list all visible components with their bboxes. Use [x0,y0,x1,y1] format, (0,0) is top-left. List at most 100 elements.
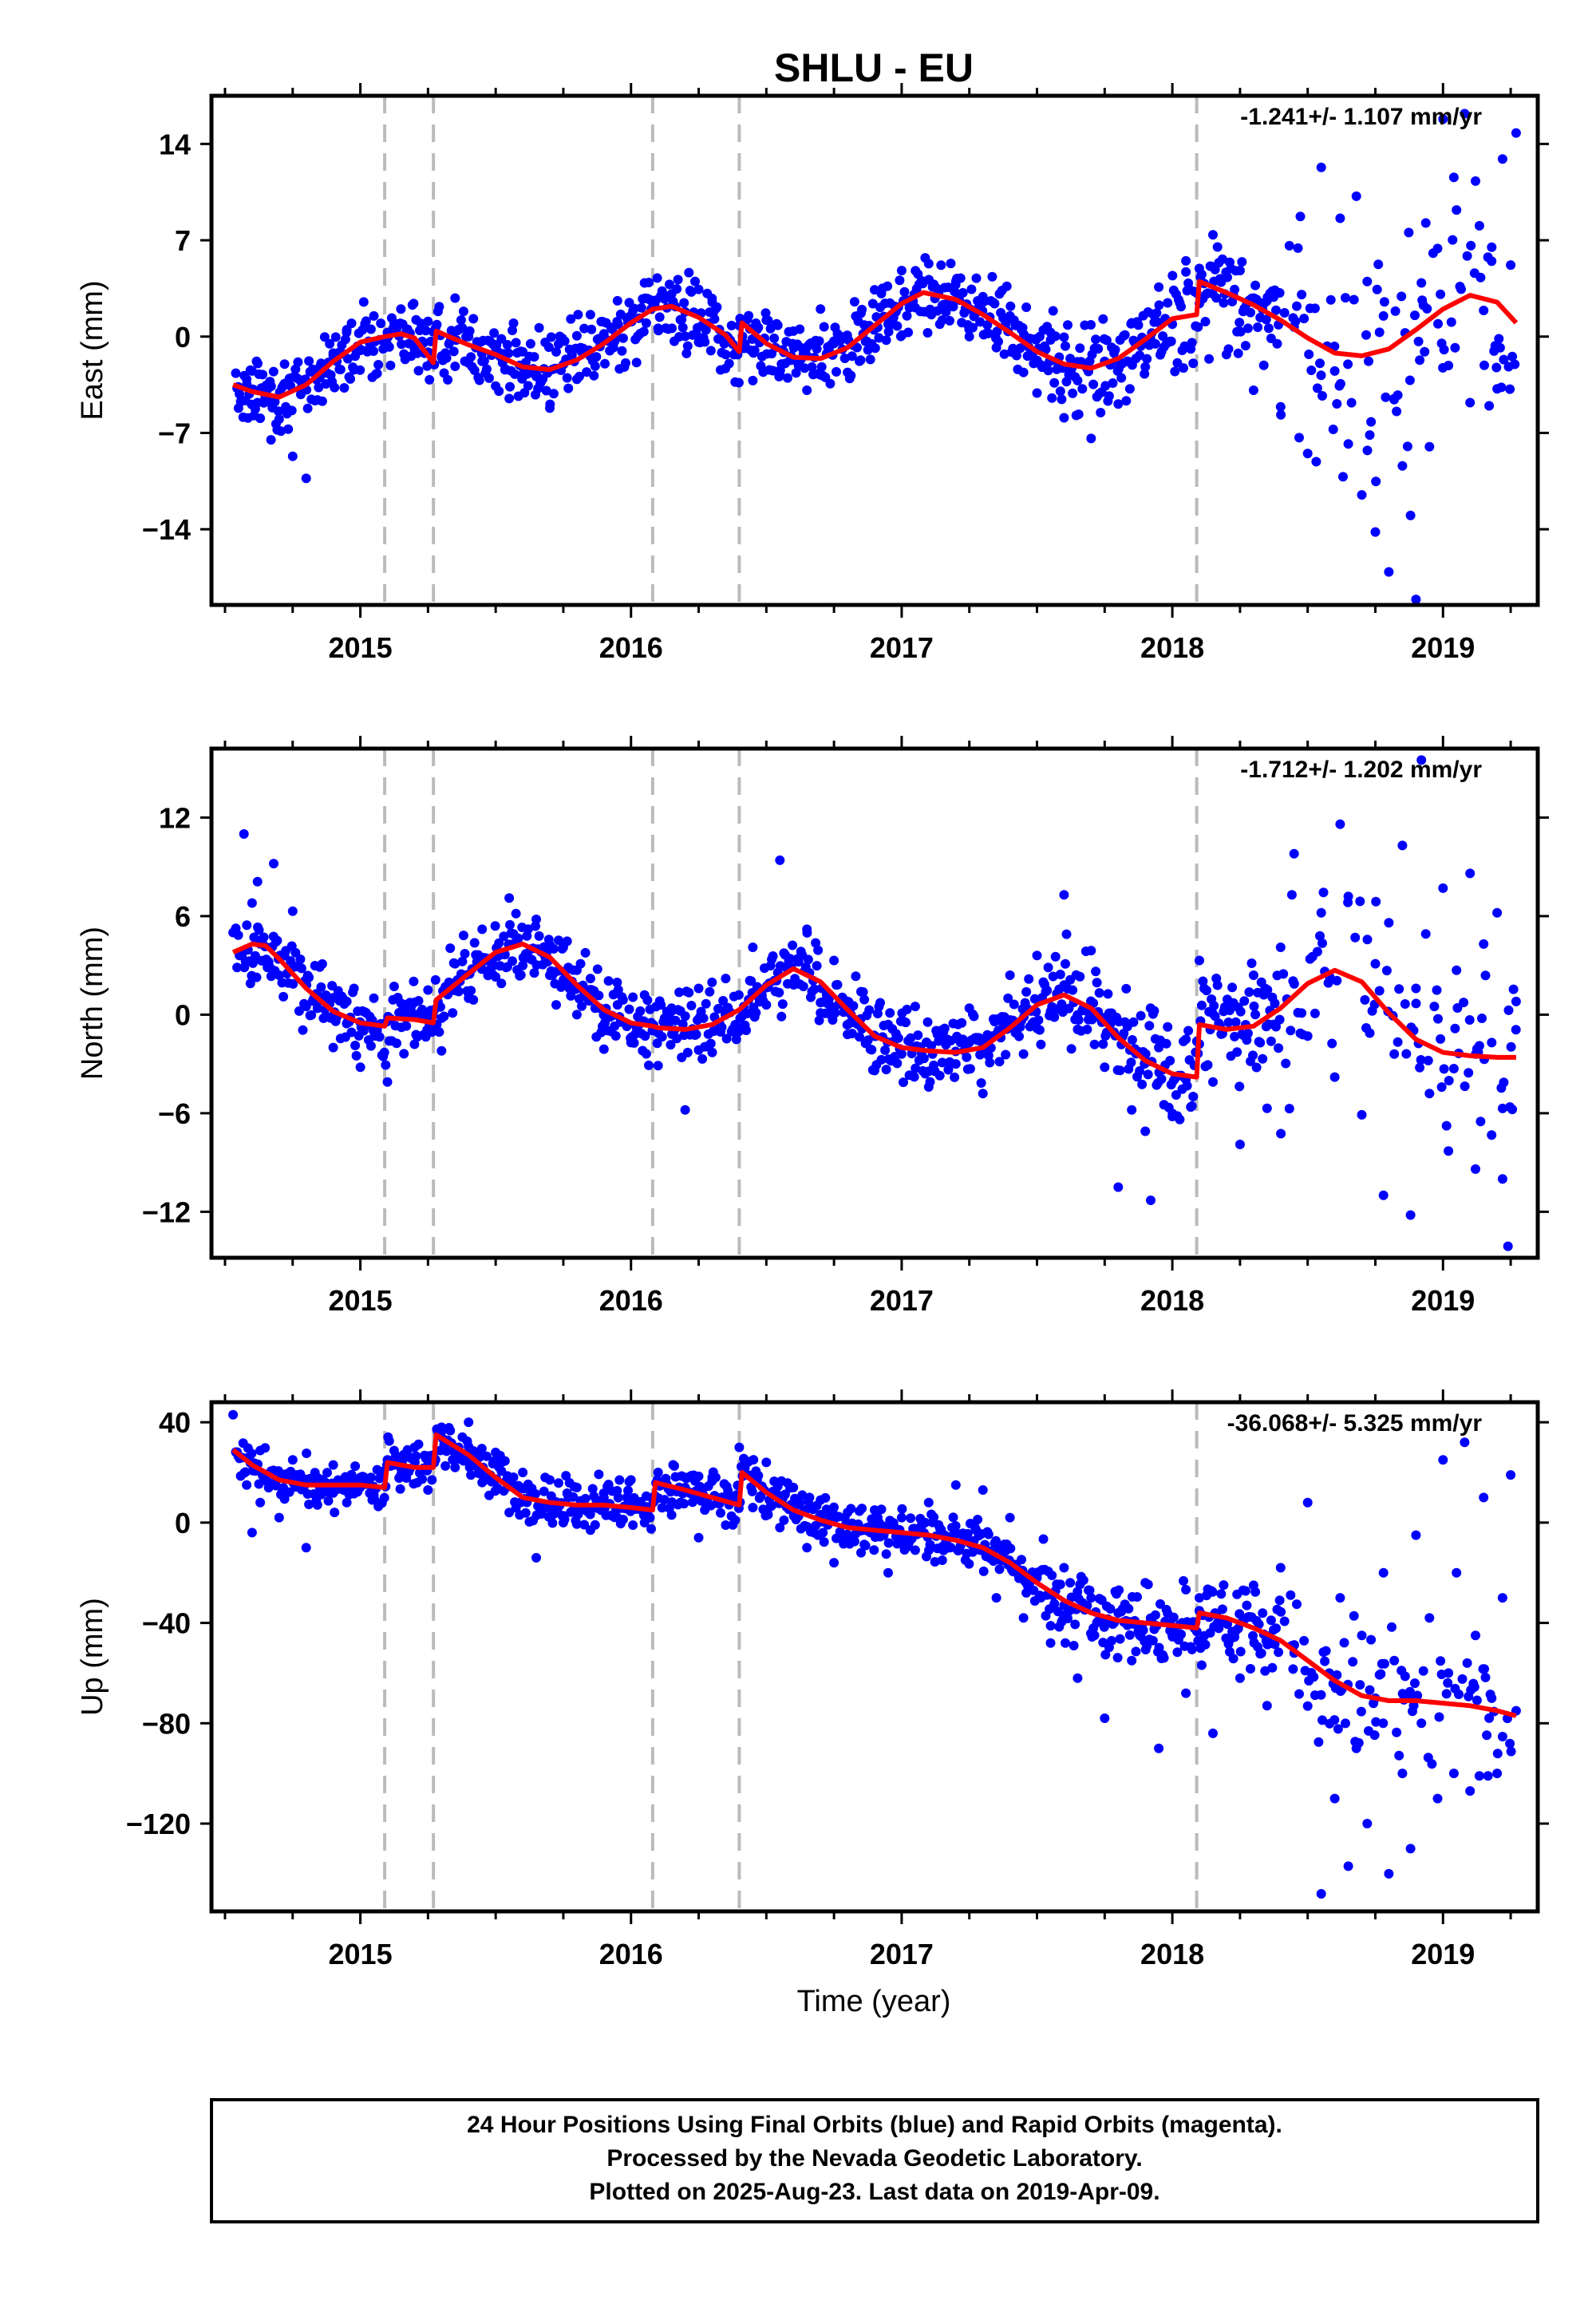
north-data-point [923,1082,934,1092]
up-data-point [753,1471,764,1480]
east-data-point [724,358,734,369]
up-data-point [1483,1771,1493,1781]
up-data-point [666,1510,677,1520]
up-data-point [1351,1743,1361,1753]
east-data-point [1073,409,1084,420]
up-data-point [1379,1658,1389,1669]
east-data-point [316,358,326,369]
north-data-point [1082,1024,1092,1034]
east-data-point [502,340,512,350]
up-data-point [508,1472,519,1482]
up-data-point [301,1543,311,1553]
east-data-point [693,284,704,294]
east-data-point [489,328,500,338]
up-data-point [417,1474,428,1484]
north-data-point [1188,1092,1199,1101]
up-data-point [856,1547,866,1558]
east-data-point [1335,378,1345,389]
north-data-point [1005,970,1015,980]
east-data-point [621,358,630,368]
north-data-point [1208,1077,1218,1087]
east-data-point [579,323,590,334]
east-data-point [748,375,758,385]
up-data-point [978,1566,989,1576]
north-data-point [374,1032,385,1042]
up-data-point [1124,1603,1134,1614]
north-data-point [381,1060,391,1070]
east-data-point [585,310,595,320]
east-data-point [1235,266,1245,275]
east-data-point [896,266,907,275]
east-data-point [1091,334,1101,345]
east-data-point [639,278,650,288]
up-data-point [1333,1724,1343,1734]
up-data-point [1362,1819,1373,1828]
north-data-point [1119,1029,1129,1038]
north-data-point [896,1049,907,1059]
up-data-point [870,1505,879,1516]
up-data-point [1329,1715,1340,1725]
east-data-point [1077,384,1088,394]
east-data-point [566,314,576,324]
up-data-point [1292,1599,1302,1610]
up-data-point [1115,1634,1125,1644]
up-data-point [409,1442,420,1452]
up-data-point [991,1593,1001,1603]
east-data-point [1460,109,1470,119]
east-data-point [571,374,582,385]
up-data-point [571,1519,582,1529]
east-data-point [600,358,610,369]
up-data-point [1316,1889,1326,1899]
north-data-point [1087,1014,1097,1025]
up-data-point [598,1492,609,1503]
north-data-point [1312,947,1322,957]
up-data-point [802,1543,812,1553]
north-data-point [551,1000,561,1010]
east-data-point [546,332,556,342]
east-data-point [1462,251,1472,261]
north-data-point [1258,1053,1268,1064]
east-data-point [346,373,355,384]
up-data-point [1416,1718,1427,1729]
up-data-point [1073,1673,1083,1683]
up-data-point [1112,1653,1123,1663]
up-data-point [585,1525,595,1535]
up-data-point [1228,1654,1238,1664]
east-data-point [1179,363,1188,373]
north-data-point [1149,1006,1159,1016]
north-data-point [911,1063,921,1073]
north-data-point [985,1057,995,1068]
north-data-point [413,996,424,1006]
east-data-point [301,473,311,484]
up-data-point [1069,1641,1079,1650]
up-data-point [350,1461,361,1472]
north-data-point [1143,1069,1153,1080]
east-data-point [800,363,810,373]
east-data-point [1021,302,1032,312]
east-data-point [1456,284,1466,294]
east-data-point [1396,291,1407,302]
up-data-point [962,1528,973,1539]
east-data-point [1338,472,1348,482]
up-data-point [1181,1584,1191,1595]
east-data-point [1365,430,1375,441]
up-data-point [1065,1578,1076,1588]
north-data-point [545,970,555,980]
up-data-point [365,1472,376,1483]
up-data-point [670,1460,679,1471]
up-xtick-label: 2019 [1411,1938,1475,1970]
up-data-point [440,1460,451,1471]
east-data-point [847,351,857,362]
north-data-point [1480,970,1491,981]
east-data-point [1208,230,1218,240]
up-data-point [279,1494,290,1504]
north-data-point [768,951,778,961]
east-data-point [923,259,934,269]
north-data-point [1329,1072,1340,1082]
north-data-point [1209,1001,1219,1011]
east-data-point [571,330,582,341]
up-data-point [994,1564,1005,1575]
east-data-point [1448,235,1458,245]
east-data-point [1479,360,1489,370]
